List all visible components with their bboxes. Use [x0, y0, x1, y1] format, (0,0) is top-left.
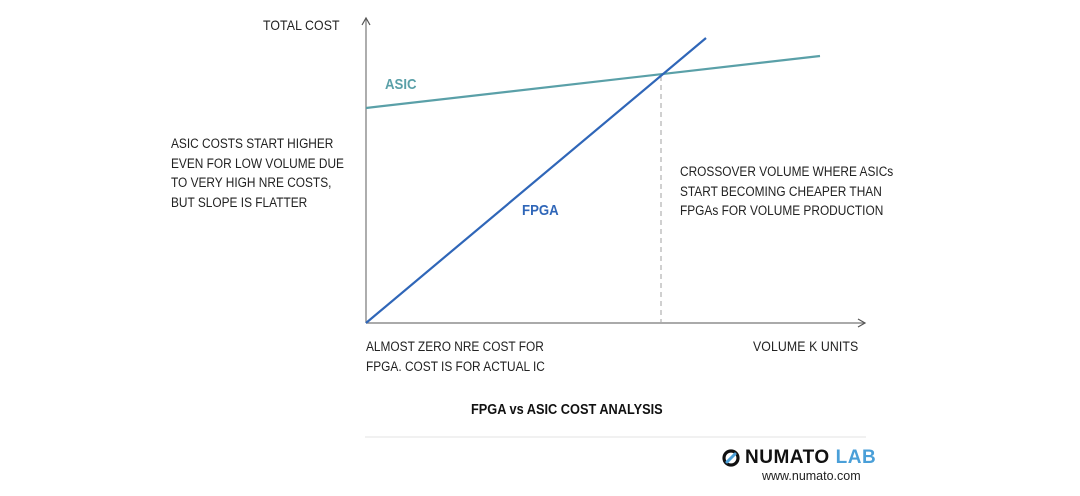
numato-logo-icon	[722, 449, 740, 467]
asic-series-line	[365, 54, 821, 110]
asic-annotation-line: ASIC COSTS START HIGHER	[171, 136, 334, 151]
brand-logo: NUMATO LAB	[722, 447, 876, 469]
x-axis-arrow-icon	[857, 318, 867, 328]
crossover-annotation-line: START BECOMING CHEAPER THAN	[680, 183, 882, 199]
fpga-series-label: FPGA	[522, 202, 559, 219]
y-axis-arrow-icon	[361, 16, 371, 26]
fpga-annotation-line: ALMOST ZERO NRE COST FOR	[366, 339, 544, 354]
fpga-annotation-line: FPGA. COST IS FOR ACTUAL IC	[366, 358, 545, 374]
x-axis-label: VOLUME K UNITS	[753, 338, 859, 354]
y-axis-label: TOTAL COST	[263, 17, 340, 33]
asic-annotation-line: TO VERY HIGH NRE COSTS,	[171, 175, 332, 190]
fpga-series-line	[365, 37, 707, 324]
asic-annotation: ASIC COSTS START HIGHER EVEN FOR LOW VOL…	[171, 134, 344, 212]
crossover-annotation-line: CROSSOVER VOLUME WHERE ASICs	[680, 164, 894, 179]
chart-title: FPGA vs ASIC COST ANALYSIS	[471, 402, 663, 418]
brand-name: NUMATO	[745, 447, 830, 468]
crossover-annotation-line: FPGAs FOR VOLUME PRODUCTION	[680, 203, 884, 218]
crossover-annotation: CROSSOVER VOLUME WHERE ASICs START BECOM…	[680, 162, 893, 221]
footer-divider	[365, 436, 866, 438]
asic-annotation-line: BUT SLOPE IS FLATTER	[171, 194, 308, 210]
brand-url: www.numato.com	[762, 469, 861, 483]
brand-name-lab: LAB	[835, 447, 877, 468]
asic-annotation-line: EVEN FOR LOW VOLUME DUE	[171, 155, 344, 171]
fpga-annotation: ALMOST ZERO NRE COST FOR FPGA. COST IS F…	[366, 337, 545, 376]
asic-series-label: ASIC	[385, 76, 417, 93]
